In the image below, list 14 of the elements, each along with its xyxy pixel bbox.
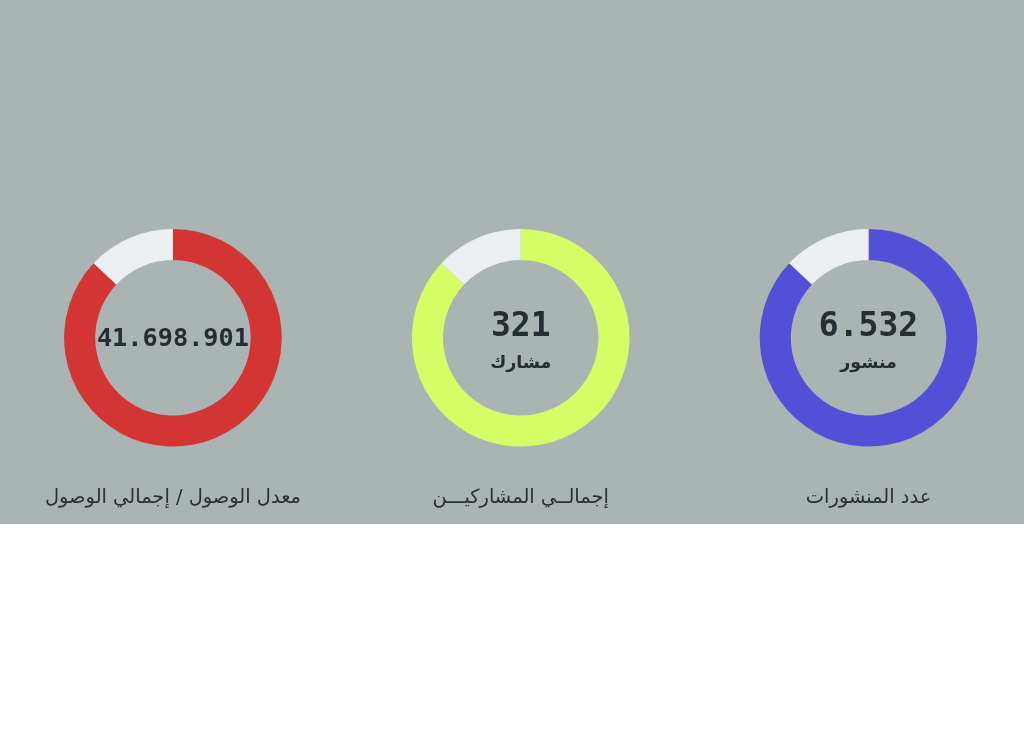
text: عدد المنشورات xyxy=(805,484,932,508)
text: 41.698.901 xyxy=(96,322,249,352)
donut-slice xyxy=(759,228,978,447)
text: 6.532 xyxy=(818,304,919,344)
donut-slice xyxy=(93,228,173,285)
donut-slice xyxy=(789,228,869,285)
text: مشارك xyxy=(490,351,552,372)
text: 321 xyxy=(490,304,551,344)
donut-slice xyxy=(411,228,630,447)
text: معدل الوصول / إجمالي الوصول xyxy=(44,484,301,509)
donut-slice xyxy=(64,228,282,447)
text: إجمالــي المشاركيـــن xyxy=(432,484,609,509)
text: منشور xyxy=(839,351,897,373)
donut-slice xyxy=(441,228,521,285)
